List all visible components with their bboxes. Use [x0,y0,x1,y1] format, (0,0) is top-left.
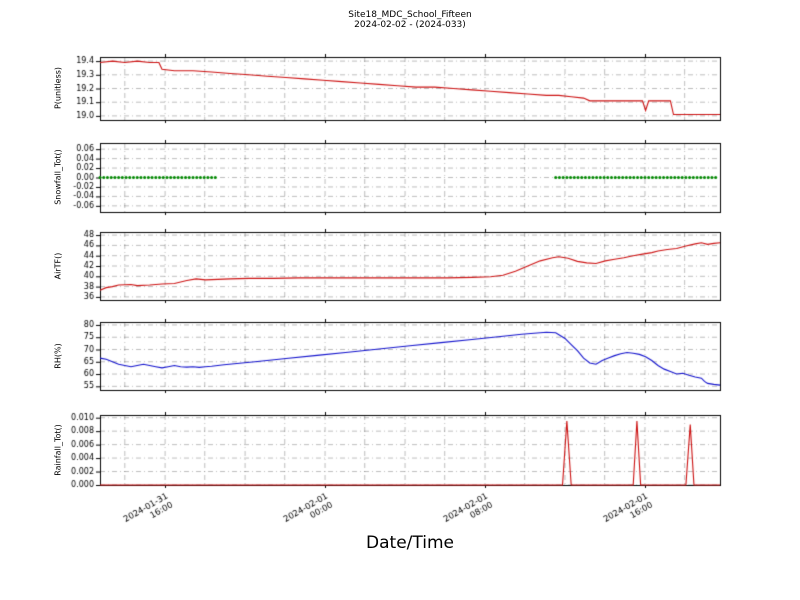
y-axis-label-snowfall-tot: Snowfall_Tot() [53,149,63,205]
y-axis-label-rainfall-tot: Rainfall_Tot() [53,424,63,476]
y-axis-label-rh: RH(%) [53,343,63,369]
y-axis-label-p-unitless: P(unitless) [53,66,63,110]
x-axis-label: Date/Time [366,533,454,553]
y-axis-label-airtf: AirTF() [53,252,63,280]
